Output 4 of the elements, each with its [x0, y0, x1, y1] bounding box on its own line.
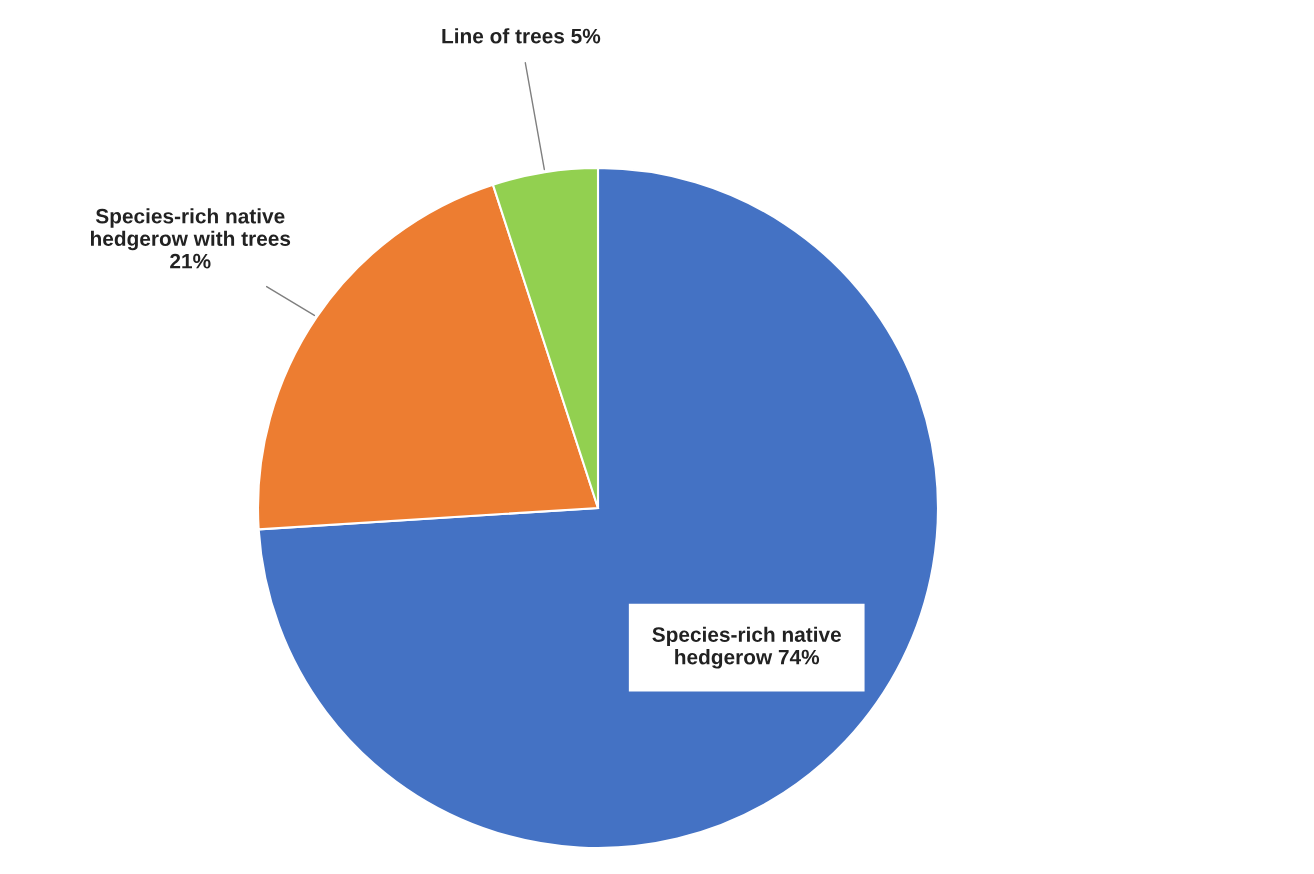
slice-label: Species-rich native hedgerow with trees	[91, 208, 291, 251]
data-label: 21%	[170, 253, 211, 269]
slice-label: Line of trees 5%	[442, 28, 601, 44]
slice-label: Species-rich native hedgerow 74%	[652, 626, 841, 669]
